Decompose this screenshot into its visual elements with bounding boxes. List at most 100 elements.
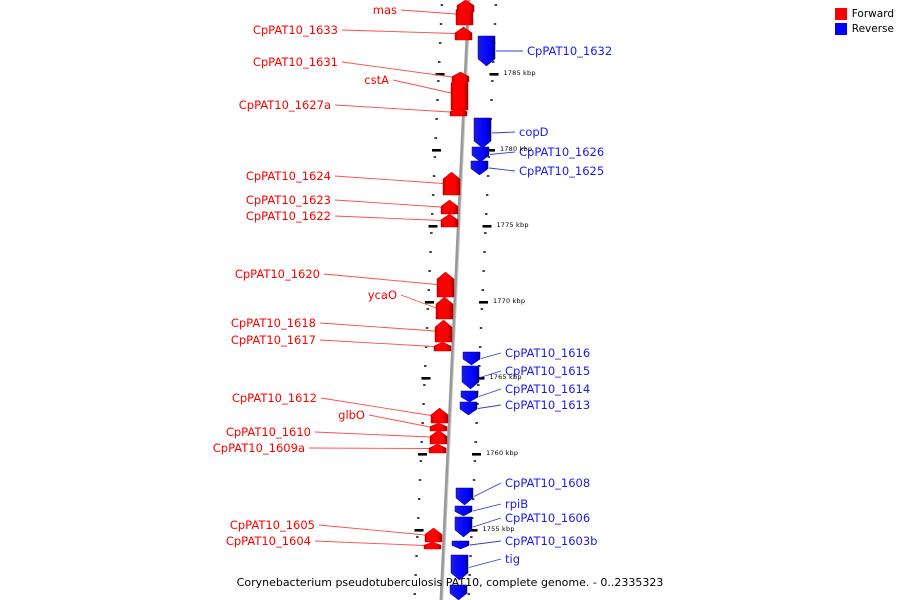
gene-arrow-forward[interactable] <box>456 0 475 13</box>
minor-tick <box>471 498 475 500</box>
gene-arrow-reverse[interactable] <box>450 554 469 581</box>
gene-arrow-forward[interactable] <box>449 107 468 117</box>
minor-tick <box>419 460 423 462</box>
gene-label-tig[interactable]: tig <box>505 552 521 566</box>
leader-line <box>319 339 435 347</box>
leader-line <box>308 447 430 449</box>
gene-arrow-reverse[interactable] <box>471 146 490 163</box>
major-tick <box>468 529 478 532</box>
gene-label-cppat10-1616[interactable]: CpPAT10_1616 <box>505 346 591 360</box>
leader-line <box>334 215 442 221</box>
gene-label-csta[interactable]: cstA <box>364 73 389 87</box>
minor-tick <box>483 251 486 253</box>
gene-label-cppat10-1614[interactable]: CpPAT10_1614 <box>505 382 591 396</box>
gene-arrow-reverse[interactable] <box>454 505 473 517</box>
gene-arrow-reverse[interactable] <box>477 35 496 67</box>
strand-legend: Forward Reverse <box>834 6 894 36</box>
gene-label-cppat10-1620[interactable]: CpPAT10_1620 <box>234 267 320 281</box>
gene-label-cppat10-1631[interactable]: CpPAT10_1631 <box>252 55 338 69</box>
minor-tick <box>425 327 429 329</box>
minor-tick <box>486 175 490 177</box>
scale-tick-label: 1765 kbp <box>489 373 522 381</box>
minor-tick <box>474 441 477 443</box>
gene-label-cppat10-1610[interactable]: CpPAT10_1610 <box>225 425 311 439</box>
leader-line <box>472 517 502 528</box>
gene-arrow-reverse[interactable] <box>454 516 473 538</box>
gene-label-cppat10-1606[interactable]: CpPAT10_1606 <box>505 511 591 525</box>
gene-label-cppat10-1612[interactable]: CpPAT10_1612 <box>231 391 317 405</box>
minor-tick <box>415 555 418 557</box>
gene-label-cppat10-1618[interactable]: CpPAT10_1618 <box>230 316 316 330</box>
gene-label-cppat10-1626[interactable]: CpPAT10_1626 <box>519 145 605 159</box>
gene-arrow-forward[interactable] <box>450 75 469 111</box>
gene-label-cppat10-1627a[interactable]: CpPAT10_1627a <box>238 98 331 112</box>
scale-tick-label: 1785 kbp <box>503 69 536 77</box>
gene-arrow-forward[interactable] <box>429 422 448 432</box>
gene-label-cppat10-1632[interactable]: CpPAT10_1632 <box>527 44 613 58</box>
minor-tick <box>468 574 471 576</box>
gene-arrows[interactable] <box>423 0 496 600</box>
gene-label-mas[interactable]: mas <box>372 3 397 17</box>
legend-item-reverse[interactable]: Reverse <box>834 21 894 36</box>
minor-tick <box>426 308 430 310</box>
gene-label-cppat10-1633[interactable]: CpPAT10_1633 <box>252 23 338 37</box>
minor-tick <box>438 61 441 63</box>
gene-label-cppat10-1623[interactable]: CpPAT10_1623 <box>245 193 331 207</box>
gene-label-cppat10-1624[interactable]: CpPAT10_1624 <box>245 169 331 183</box>
gene-arrow-reverse[interactable] <box>470 160 489 176</box>
gene-arrow-forward[interactable] <box>433 341 452 352</box>
minor-tick <box>484 232 487 234</box>
gene-arrow-forward[interactable] <box>434 319 453 343</box>
gene-arrow-reverse[interactable] <box>473 117 492 149</box>
gene-label-cppat10-1605[interactable]: CpPAT10_1605 <box>229 518 315 532</box>
gene-label-copd[interactable]: copD <box>519 125 549 139</box>
gene-arrow-forward[interactable] <box>429 429 448 445</box>
gene-arrow-forward[interactable] <box>428 443 447 454</box>
minor-tick <box>479 327 483 329</box>
gene-arrow-forward[interactable] <box>435 296 454 320</box>
major-tick <box>486 149 495 152</box>
gene-arrow-forward[interactable] <box>454 26 473 41</box>
minor-tick <box>485 194 489 196</box>
gene-arrow-forward[interactable] <box>423 541 442 550</box>
gene-arrow-reverse[interactable] <box>459 401 478 416</box>
minor-tick <box>482 270 485 272</box>
gene-label-cppat10-1613[interactable]: CpPAT10_1613 <box>505 398 591 412</box>
gene-label-cppat10-1617[interactable]: CpPAT10_1617 <box>230 333 316 347</box>
legend-label-reverse: Reverse <box>851 22 894 35</box>
gene-arrow-reverse[interactable] <box>451 540 470 550</box>
major-tick <box>472 453 481 456</box>
minor-tick <box>487 156 491 158</box>
gene-label-glbo[interactable]: glbO <box>338 408 365 422</box>
gene-arrow-reverse[interactable] <box>455 487 474 506</box>
gene-label-cppat10-1615[interactable]: CpPAT10_1615 <box>505 364 591 378</box>
gene-label-rpib[interactable]: rpiB <box>505 497 529 511</box>
gene-arrow-forward[interactable] <box>436 271 455 298</box>
minor-tick <box>420 441 423 443</box>
gene-arrow-reverse[interactable] <box>461 365 480 390</box>
leader-line <box>334 199 442 208</box>
gene-arrow-forward[interactable] <box>440 199 459 215</box>
gene-label-ycao[interactable]: ycaO <box>367 288 397 302</box>
minor-tick <box>431 194 435 196</box>
gene-arrow-forward[interactable] <box>440 213 459 228</box>
gene-arrow-reverse[interactable] <box>449 584 468 600</box>
gene-label-cppat10-1622[interactable]: CpPAT10_1622 <box>245 209 331 223</box>
major-tick <box>479 301 488 304</box>
minor-tick <box>432 175 436 177</box>
leader-line <box>392 79 452 94</box>
gene-arrow-forward[interactable] <box>430 407 449 424</box>
gene-label-cppat10-1604[interactable]: CpPAT10_1604 <box>225 534 311 548</box>
gene-arrow-reverse[interactable] <box>460 390 479 403</box>
legend-item-forward[interactable]: Forward <box>834 6 894 21</box>
minor-tick <box>481 289 484 291</box>
gene-label-cppat10-1603b[interactable]: CpPAT10_1603b <box>505 534 598 548</box>
gene-arrow-reverse[interactable] <box>462 351 481 366</box>
gene-label-cppat10-1608[interactable]: CpPAT10_1608 <box>505 476 591 490</box>
gene-label-cppat10-1625[interactable]: CpPAT10_1625 <box>519 164 605 178</box>
gene-label-cppat10-1609a[interactable]: CpPAT10_1609a <box>212 441 305 455</box>
gene-arrow-forward[interactable] <box>442 171 461 196</box>
minor-tick <box>428 270 431 272</box>
gene-arrow-forward[interactable] <box>424 527 443 543</box>
